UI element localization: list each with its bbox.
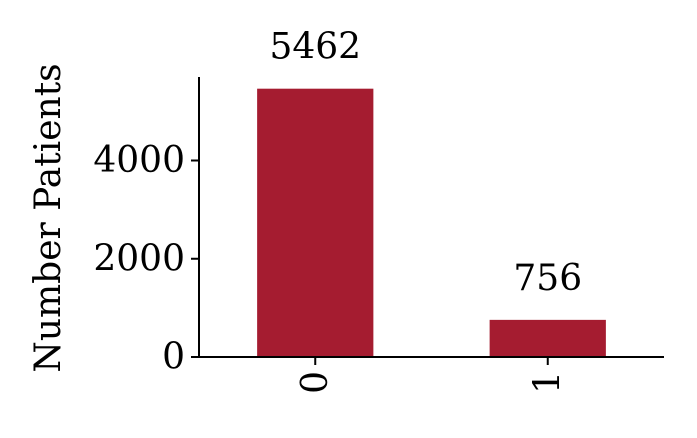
- data-label-0: 5462: [269, 27, 361, 68]
- x-tick-label-0: 0: [295, 371, 336, 394]
- bar-1: [489, 319, 606, 357]
- data-labels-group: 5462 756: [269, 27, 582, 299]
- y-tick-label-4000: 4000: [93, 140, 185, 181]
- bar-0: [257, 88, 374, 358]
- x-tick-label-1: 1: [527, 371, 568, 394]
- data-label-1: 756: [513, 258, 582, 299]
- bars-group: [257, 88, 606, 358]
- y-axis-label: Number Patients: [28, 63, 69, 372]
- y-ticks-group: 0 2000 4000: [93, 140, 199, 378]
- y-tick-label-0: 0: [162, 337, 185, 378]
- y-tick-label-2000: 2000: [93, 238, 185, 279]
